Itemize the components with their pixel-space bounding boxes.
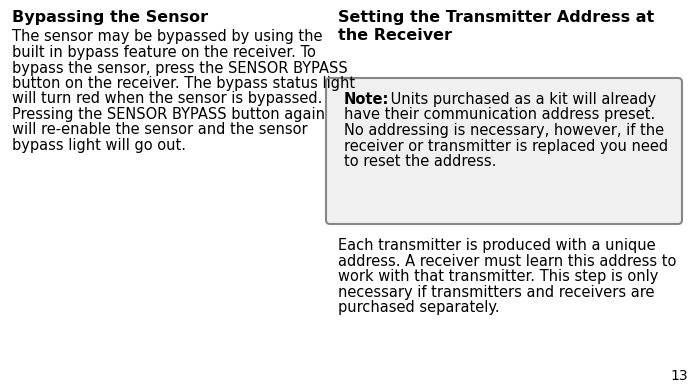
- Text: purchased separately.: purchased separately.: [338, 300, 500, 315]
- Text: No addressing is necessary, however, if the: No addressing is necessary, however, if …: [344, 123, 664, 138]
- Text: will turn red when the sensor is bypassed.: will turn red when the sensor is bypasse…: [12, 91, 322, 106]
- Text: Bypassing the Sensor: Bypassing the Sensor: [12, 10, 208, 25]
- Text: necessary if transmitters and receivers are: necessary if transmitters and receivers …: [338, 284, 654, 300]
- Text: 13: 13: [670, 369, 688, 383]
- Text: work with that transmitter. This step is only: work with that transmitter. This step is…: [338, 269, 658, 284]
- Text: address. A receiver must learn this address to: address. A receiver must learn this addr…: [338, 253, 677, 269]
- Text: Setting the Transmitter Address at: Setting the Transmitter Address at: [338, 10, 654, 25]
- Text: bypass the sensor, press the SENSOR BYPASS: bypass the sensor, press the SENSOR BYPA…: [12, 60, 348, 75]
- Text: Note:: Note:: [344, 92, 389, 107]
- Text: Pressing the SENSOR BYPASS button again: Pressing the SENSOR BYPASS button again: [12, 107, 325, 122]
- Text: The sensor may be bypassed by using the: The sensor may be bypassed by using the: [12, 29, 322, 45]
- Text: will re-enable the sensor and the sensor: will re-enable the sensor and the sensor: [12, 123, 308, 137]
- Text: the Receiver: the Receiver: [338, 27, 452, 43]
- Text: have their communication address preset.: have their communication address preset.: [344, 108, 655, 123]
- Text: button on the receiver. The bypass status light: button on the receiver. The bypass statu…: [12, 76, 355, 91]
- Text: receiver or transmitter is replaced you need: receiver or transmitter is replaced you …: [344, 139, 668, 154]
- Text: to reset the address.: to reset the address.: [344, 154, 496, 169]
- Text: bypass light will go out.: bypass light will go out.: [12, 138, 186, 153]
- FancyBboxPatch shape: [326, 78, 682, 224]
- Text: built in bypass feature on the receiver. To: built in bypass feature on the receiver.…: [12, 45, 316, 60]
- Text: Units purchased as a kit will already: Units purchased as a kit will already: [386, 92, 656, 107]
- Text: Each transmitter is produced with a unique: Each transmitter is produced with a uniq…: [338, 238, 656, 253]
